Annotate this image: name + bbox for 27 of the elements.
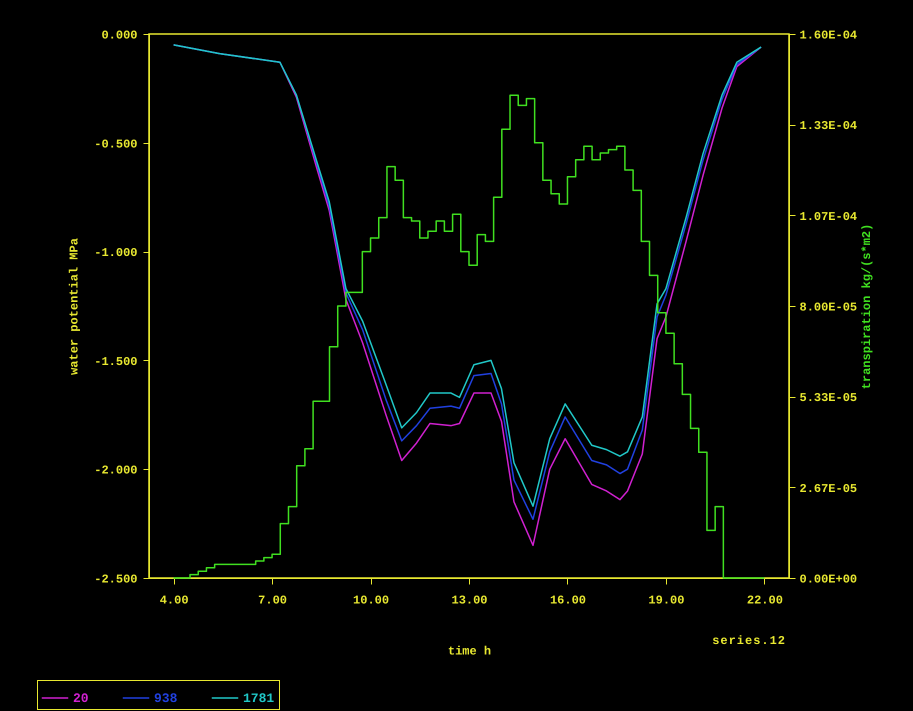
legend-label: 1781 <box>243 691 274 706</box>
y2-tick-label: 1.33E-04 <box>800 119 858 134</box>
legend-label: 20 <box>73 691 89 706</box>
y-axis-title: water potential MPa <box>67 238 82 375</box>
y2-axis-title: transpiration kg/(s*m2) <box>860 224 874 390</box>
x-tick-label: 13.00 <box>451 594 488 608</box>
text: series.12 <box>712 634 786 648</box>
y-tick-label: -2.000 <box>94 464 138 478</box>
x-tick-label: 10.00 <box>353 594 390 608</box>
y2-tick-label: 5.33E-05 <box>800 391 858 406</box>
y2-tick-label: 8.00E-05 <box>800 300 858 314</box>
y-tick-label: -1.500 <box>94 354 138 369</box>
y-tick-label: -1.000 <box>94 246 138 260</box>
y2-tick-label: 0.00E+00 <box>800 572 858 586</box>
x-tick-label: 7.00 <box>258 594 287 608</box>
x-tick-label: 22.00 <box>746 594 783 608</box>
x-tick-label: 19.00 <box>648 594 684 608</box>
y-tick-label: -2.500 <box>94 572 138 586</box>
y-tick-label: -0.500 <box>94 137 138 152</box>
y-tick-label: 0.000 <box>101 28 138 42</box>
y2-tick-label: 1.07E-04 <box>800 210 858 224</box>
x-tick-label: 4.00 <box>160 594 189 608</box>
y2-tick-label: 1.60E-04 <box>800 28 858 42</box>
x-axis-title: time h <box>448 644 492 658</box>
y2-tick-label: 2.67E-05 <box>800 482 858 496</box>
legend-label: 938 <box>154 691 178 706</box>
x-tick-label: 16.00 <box>550 594 586 608</box>
